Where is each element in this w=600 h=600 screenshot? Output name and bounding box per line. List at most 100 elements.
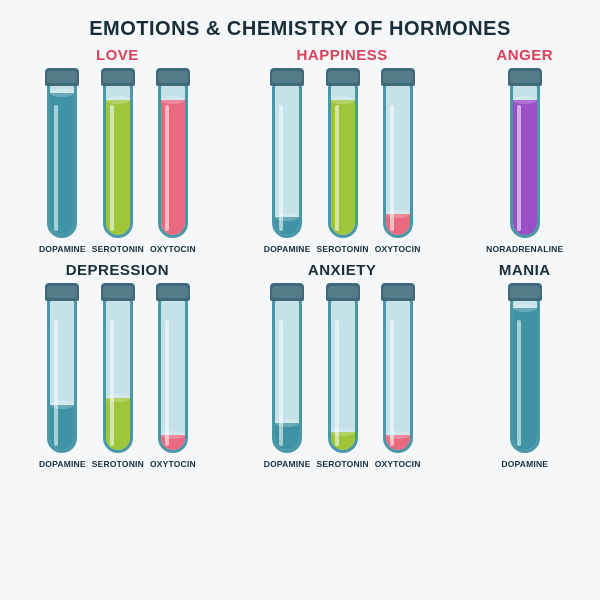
tube-glass bbox=[328, 82, 358, 238]
tube-shine bbox=[279, 105, 283, 231]
tube-shine bbox=[54, 105, 58, 231]
tube-shine bbox=[517, 105, 521, 231]
tube-cap bbox=[101, 283, 135, 301]
tube-wrap: OXYTOCIN bbox=[375, 283, 421, 469]
tube-cap bbox=[326, 283, 360, 301]
tube-row: DOPAMINE SEROTONIN OXYTOCIN bbox=[264, 68, 421, 254]
tube-cap bbox=[270, 68, 304, 86]
hormone-label: DOPAMINE bbox=[501, 459, 548, 469]
tube-wrap: SEROTONIN bbox=[317, 283, 369, 469]
tube-wrap: DOPAMINE bbox=[39, 68, 86, 254]
tube-wrap: DOPAMINE bbox=[264, 283, 311, 469]
tube-shine bbox=[165, 320, 169, 446]
tube-shine bbox=[54, 320, 58, 446]
tube-shine bbox=[165, 105, 169, 231]
emotion-title: MANIA bbox=[499, 262, 551, 279]
tube-cap bbox=[508, 283, 542, 301]
tube-glass bbox=[383, 82, 413, 238]
test-tube bbox=[156, 283, 190, 453]
hormone-label: SEROTONIN bbox=[92, 459, 144, 469]
tube-wrap: DOPAMINE bbox=[39, 283, 86, 469]
hormone-label: NORADRENALINE bbox=[486, 244, 563, 254]
tube-shine bbox=[110, 105, 114, 231]
test-tube bbox=[45, 68, 79, 238]
tube-glass bbox=[47, 297, 77, 453]
emotion-title: HAPPINESS bbox=[297, 47, 388, 64]
test-tube bbox=[101, 68, 135, 238]
tube-cap bbox=[156, 283, 190, 301]
tube-shine bbox=[279, 320, 283, 446]
tube-cap bbox=[156, 68, 190, 86]
emotion-group: MANIA DOPAMINE bbox=[462, 262, 588, 469]
hormone-label: DOPAMINE bbox=[264, 244, 311, 254]
infographic-title: EMOTIONS & CHEMISTRY OF HORMONES bbox=[12, 18, 588, 41]
hormone-label: SEROTONIN bbox=[92, 244, 144, 254]
tube-cap bbox=[381, 283, 415, 301]
tube-shine bbox=[517, 320, 521, 446]
test-tube bbox=[508, 283, 542, 453]
tube-shine bbox=[390, 320, 394, 446]
tube-glass bbox=[158, 82, 188, 238]
tube-wrap: OXYTOCIN bbox=[150, 283, 196, 469]
tube-wrap: NORADRENALINE bbox=[486, 68, 563, 254]
tube-row: NORADRENALINE bbox=[486, 68, 563, 254]
tube-wrap: SEROTONIN bbox=[92, 283, 144, 469]
hormone-label: DOPAMINE bbox=[264, 459, 311, 469]
tube-glass bbox=[272, 82, 302, 238]
tube-cap bbox=[381, 68, 415, 86]
test-tube bbox=[270, 68, 304, 238]
test-tube bbox=[45, 283, 79, 453]
test-tube bbox=[326, 283, 360, 453]
tube-shine bbox=[335, 105, 339, 231]
test-tube bbox=[270, 283, 304, 453]
tube-row: DOPAMINE SEROTONIN OXYTOCIN bbox=[264, 283, 421, 469]
tube-row: DOPAMINE SEROTONIN OXYTOCIN bbox=[39, 68, 196, 254]
emotion-title: LOVE bbox=[96, 47, 139, 64]
test-tube bbox=[381, 68, 415, 238]
emotion-group: HAPPINESS DOPAMINE SEROTONIN OXYTOCIN bbox=[237, 47, 448, 254]
emotion-group: LOVE DOPAMINE SEROTONIN OXYTOCIN bbox=[12, 47, 223, 254]
tube-cap bbox=[101, 68, 135, 86]
tube-row: DOPAMINE SEROTONIN OXYTOCIN bbox=[39, 283, 196, 469]
tube-glass bbox=[383, 297, 413, 453]
tube-glass bbox=[272, 297, 302, 453]
hormone-label: SEROTONIN bbox=[317, 244, 369, 254]
test-tube bbox=[508, 68, 542, 238]
emotion-group: ANGER NORADRENALINE bbox=[462, 47, 588, 254]
tube-row: DOPAMINE bbox=[501, 283, 548, 469]
emotion-grid: LOVE DOPAMINE SEROTONIN OXYTOCIN HAPPINESS DO… bbox=[12, 47, 588, 469]
emotion-title: ANXIETY bbox=[308, 262, 377, 279]
tube-glass bbox=[328, 297, 358, 453]
hormone-label: OXYTOCIN bbox=[150, 459, 196, 469]
tube-cap bbox=[508, 68, 542, 86]
tube-wrap: DOPAMINE bbox=[264, 68, 311, 254]
test-tube bbox=[381, 283, 415, 453]
tube-glass bbox=[47, 82, 77, 238]
tube-wrap: SEROTONIN bbox=[92, 68, 144, 254]
hormone-label: DOPAMINE bbox=[39, 459, 86, 469]
tube-cap bbox=[45, 68, 79, 86]
tube-glass bbox=[510, 297, 540, 453]
tube-cap bbox=[45, 283, 79, 301]
hormone-label: OXYTOCIN bbox=[150, 244, 196, 254]
tube-cap bbox=[270, 283, 304, 301]
hormone-label: OXYTOCIN bbox=[375, 244, 421, 254]
tube-glass bbox=[510, 82, 540, 238]
tube-shine bbox=[335, 320, 339, 446]
tube-wrap: DOPAMINE bbox=[501, 283, 548, 469]
test-tube bbox=[326, 68, 360, 238]
tube-wrap: OXYTOCIN bbox=[375, 68, 421, 254]
test-tube bbox=[101, 283, 135, 453]
test-tube bbox=[156, 68, 190, 238]
hormone-label: SEROTONIN bbox=[317, 459, 369, 469]
tube-wrap: OXYTOCIN bbox=[150, 68, 196, 254]
emotion-group: DEPRESSION DOPAMINE SEROTONIN OXYTOCIN bbox=[12, 262, 223, 469]
tube-shine bbox=[390, 105, 394, 231]
emotion-group: ANXIETY DOPAMINE SEROTONIN OXYTOCIN bbox=[237, 262, 448, 469]
tube-glass bbox=[103, 297, 133, 453]
emotion-title: ANGER bbox=[496, 47, 553, 64]
emotion-title: DEPRESSION bbox=[66, 262, 169, 279]
tube-shine bbox=[110, 320, 114, 446]
hormone-label: OXYTOCIN bbox=[375, 459, 421, 469]
tube-wrap: SEROTONIN bbox=[317, 68, 369, 254]
